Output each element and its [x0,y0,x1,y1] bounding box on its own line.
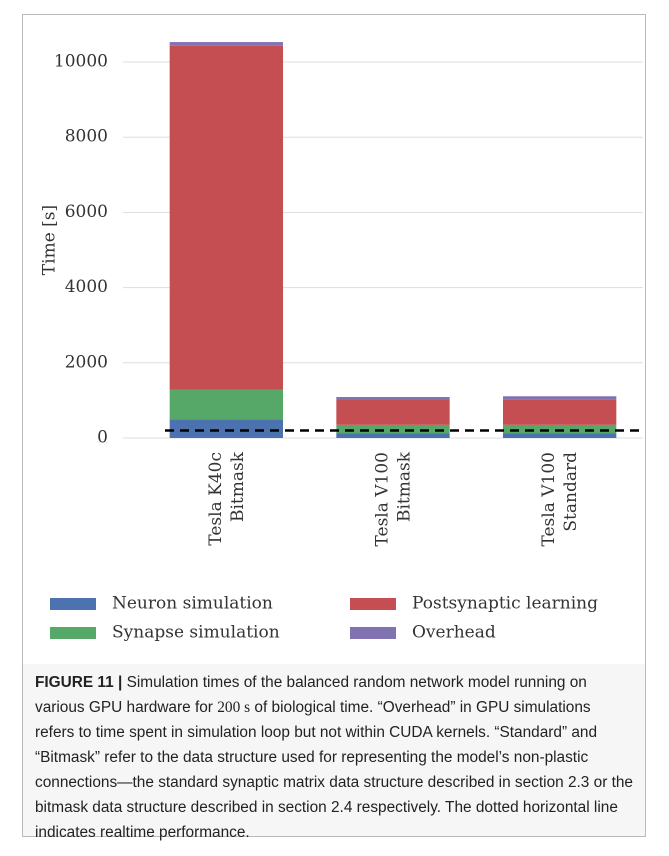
y-tick-label: 2000 [65,352,108,372]
x-tick-label: Tesla K40c [206,452,226,546]
y-tick-label: 10000 [54,52,108,72]
legend-swatch [50,627,96,639]
x-tick-label: Tesla V100 [373,452,393,547]
bar-segment [503,399,617,425]
legend-label: Postsynaptic learning [412,594,598,614]
y-tick-label: 8000 [65,127,108,147]
legend-label: Synapse simulation [112,623,280,643]
bar-segment [503,424,617,434]
bar-segment [503,396,617,400]
legend-swatch [350,627,396,639]
caption-time: 200 s [217,699,251,716]
x-tick-label: Bitmask [228,451,248,522]
caption: FIGURE 11 | Simulation times of the bala… [23,664,645,841]
legend-label: Neuron simulation [112,594,273,614]
bar-segment [336,433,450,438]
caption-text: of biological time. “Overhead” in GPU si… [35,699,633,841]
y-tick-label: 4000 [65,277,108,297]
bar-segment [336,424,450,434]
caption-text: Simulation times of the balanced random … [35,674,587,716]
bar-segment [169,45,283,390]
x-tick-label: Standard [561,452,581,532]
figure-frame [22,14,646,837]
legend-swatch [350,598,396,610]
bar-segment [336,397,450,401]
x-tick-label: Bitmask [395,451,415,522]
bar-segment [169,419,283,438]
y-tick-label: 6000 [65,202,108,222]
bar-segment [336,400,450,425]
x-tick-label: Tesla V100 [539,452,559,547]
caption-label: FIGURE 11 | [35,674,123,691]
legend-label: Overhead [412,623,496,643]
bar-segment [169,42,283,46]
y-axis-label: Time [s] [40,205,60,275]
bar-segment [503,433,617,438]
legend-swatch [50,598,96,610]
y-tick-label: 0 [97,428,108,448]
bar-segment [169,389,283,420]
